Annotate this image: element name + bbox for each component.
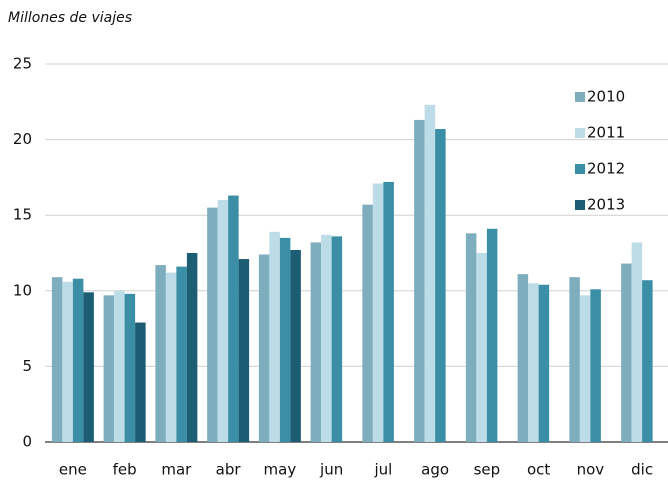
legend-swatch (575, 200, 585, 210)
bar (528, 283, 539, 442)
bar (621, 263, 632, 442)
bar (414, 119, 425, 442)
bar (217, 200, 229, 442)
bar (631, 242, 643, 442)
bar (590, 289, 601, 442)
y-tick-label: 15 (13, 206, 32, 224)
bar (83, 292, 94, 442)
y-tick-label: 0 (22, 433, 32, 451)
bar (465, 233, 477, 442)
bar (538, 284, 550, 442)
bar (72, 278, 84, 442)
x-tick-label: feb (113, 461, 137, 479)
bar (424, 104, 436, 442)
bar (331, 236, 343, 442)
bar (124, 293, 136, 442)
bar (486, 228, 498, 442)
y-tick-label: 10 (13, 281, 32, 299)
bar (476, 253, 487, 442)
x-tick-label: jul (373, 461, 392, 479)
legend-label: 2010 (587, 88, 625, 106)
legend-swatch (575, 128, 585, 138)
bar (228, 195, 239, 442)
bar (258, 254, 270, 442)
legend-label: 2012 (587, 160, 625, 178)
x-tick-label: sep (474, 461, 501, 479)
y-tick-label: 20 (13, 130, 32, 148)
bar (165, 272, 177, 442)
bar (186, 253, 198, 442)
bar (517, 274, 529, 442)
x-tick-label: ene (59, 461, 87, 479)
bar (114, 290, 125, 442)
legend-label: 2013 (587, 196, 625, 214)
legend-swatch (575, 164, 585, 174)
x-tick-label: abr (216, 461, 242, 479)
x-tick-label: ago (421, 461, 449, 479)
bar (103, 295, 115, 442)
bar (372, 183, 384, 442)
y-tick-label: 5 (22, 357, 32, 375)
bar (279, 237, 291, 442)
bar (269, 231, 280, 442)
bar (435, 129, 446, 443)
bar (642, 280, 653, 442)
bar (321, 234, 332, 442)
bar (207, 207, 218, 442)
bar (383, 181, 394, 442)
chart-title: Millones de viajes (8, 10, 132, 26)
x-tick-label: dic (631, 461, 653, 479)
x-tick-label: oct (527, 461, 550, 479)
bar (62, 281, 73, 442)
y-tick-label: 25 (13, 55, 32, 73)
bar (176, 266, 187, 442)
bar (310, 242, 322, 442)
x-tick-label: mar (161, 461, 192, 479)
x-tick-label: may (264, 461, 297, 479)
legend-label: 2011 (587, 124, 625, 142)
bar (135, 322, 146, 442)
bar (290, 249, 301, 442)
bar (362, 204, 373, 442)
bar (569, 277, 580, 442)
bar (579, 295, 591, 442)
legend-swatch (575, 92, 585, 102)
bar (155, 265, 166, 442)
bar (51, 277, 63, 442)
bar (238, 259, 250, 442)
x-tick-label: jun (319, 461, 343, 479)
x-tick-label: nov (577, 461, 605, 479)
